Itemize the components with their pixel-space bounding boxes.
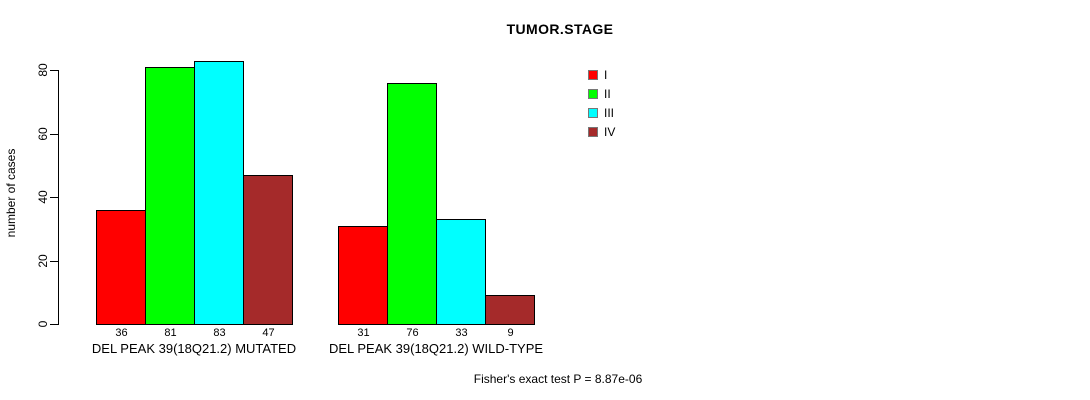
y-tick-mark <box>50 134 58 135</box>
legend-item-i: I <box>588 65 615 84</box>
legend-swatch-i <box>588 69 598 80</box>
bar-count-label: 81 <box>164 327 177 339</box>
bar-count-label: 33 <box>455 327 468 339</box>
legend-item-iii: III <box>588 103 615 122</box>
y-tick-label: 20 <box>36 254 50 268</box>
y-tick-label: 0 <box>36 320 50 328</box>
legend-label: III <box>604 105 615 120</box>
legend-item-iv: IV <box>588 122 615 141</box>
bar-ii-group1 <box>145 67 195 325</box>
y-tick-label: 60 <box>36 127 50 141</box>
legend-label: II <box>604 86 611 101</box>
bar-ii-group2 <box>387 83 437 325</box>
legend-swatch-iii <box>588 107 598 118</box>
y-tick-label: 80 <box>36 63 50 77</box>
y-tick-label: 40 <box>36 190 50 204</box>
bar-count-label: 31 <box>357 327 370 339</box>
legend-label: I <box>604 67 608 82</box>
legend-swatch-iv <box>588 126 598 137</box>
legend-item-ii: II <box>588 84 615 103</box>
bar-i-group1 <box>96 210 146 325</box>
bar-i-group2 <box>338 226 388 325</box>
bar-count-label: 76 <box>406 327 419 339</box>
bar-count-label: 47 <box>262 327 275 339</box>
y-tick-mark <box>50 197 58 198</box>
y-axis-line <box>58 70 59 325</box>
legend: I II III IV <box>588 65 615 141</box>
y-tick-mark <box>50 324 58 325</box>
bar-iii-group1 <box>194 61 244 325</box>
group-label: DEL PEAK 39(18Q21.2) WILD-TYPE <box>328 341 544 356</box>
bar-iii-group2 <box>436 219 486 325</box>
footnote-fisher-test: Fisher's exact test P = 8.87e-06 <box>473 372 643 386</box>
bar-iv-group2 <box>485 295 535 325</box>
legend-label: IV <box>604 124 616 139</box>
y-tick-mark <box>50 70 58 71</box>
legend-swatch-ii <box>588 88 598 99</box>
group-label: DEL PEAK 39(18Q21.2) MUTATED <box>91 341 297 356</box>
bar-count-label: 9 <box>507 327 514 339</box>
bar-count-label: 83 <box>213 327 226 339</box>
y-axis-label: number of cases <box>4 148 18 238</box>
bar-iv-group1 <box>243 175 293 325</box>
y-tick-mark <box>50 261 58 262</box>
bar-count-label: 36 <box>115 327 128 339</box>
chart-title: TUMOR.STAGE <box>506 21 614 37</box>
